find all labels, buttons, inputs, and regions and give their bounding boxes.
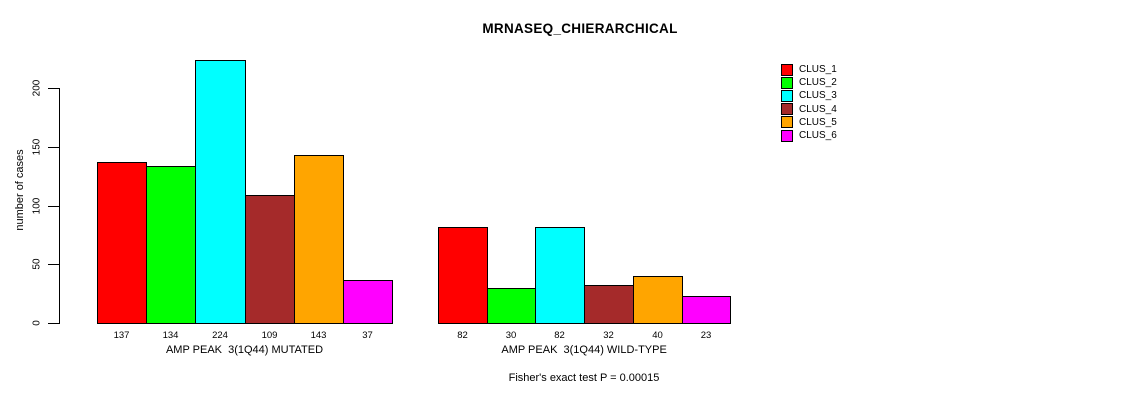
bar-value-label: 224	[212, 330, 228, 341]
bar-clus_5	[294, 155, 344, 324]
bar-clus_2	[487, 288, 536, 324]
bar-value-label: 82	[457, 330, 468, 341]
legend-item-label: CLUS_5	[799, 116, 837, 128]
bar-clus_2	[146, 166, 196, 324]
legend-item-label: CLUS_6	[799, 130, 837, 142]
bar-value-label: 143	[310, 330, 327, 341]
bar-value-label: 40	[652, 330, 663, 341]
y-axis-tick	[48, 323, 60, 324]
y-axis-tick	[48, 88, 60, 89]
bar-value-label: 134	[162, 330, 179, 341]
bar-value-label: 82	[554, 330, 565, 341]
y-axis-tick-label: 200	[31, 79, 43, 97]
bar-value-label: 109	[261, 330, 278, 341]
bar-value-label: 30	[505, 330, 517, 341]
legend-item-label: CLUS_2	[799, 77, 837, 89]
x-axis-group-label: AMP PEAK 3(1Q44) MUTATED	[165, 344, 324, 356]
y-axis-label: number of cases	[14, 149, 26, 231]
bar-clus_6	[343, 280, 393, 324]
legend-swatch	[781, 116, 793, 129]
legend-item: CLUS_5	[781, 116, 837, 129]
y-axis-tick-label: 100	[31, 197, 43, 215]
bar-clus_6	[682, 296, 731, 324]
y-axis-tick	[48, 264, 60, 265]
bar-value-label: 37	[362, 330, 373, 341]
bar-clus_1	[97, 162, 147, 324]
bar-clus_3	[195, 60, 246, 324]
legend-swatch	[781, 63, 793, 76]
legend-item-label: CLUS_4	[799, 103, 837, 115]
bar-clus_4	[245, 195, 295, 324]
legend-swatch	[781, 89, 793, 102]
bar-clus_5	[633, 276, 683, 324]
x-axis-group-label: AMP PEAK 3(1Q44) WILD-TYPE	[501, 344, 667, 356]
y-axis-tick-label: 150	[31, 138, 43, 156]
legend-item: CLUS_6	[781, 129, 837, 142]
y-axis-tick	[48, 206, 60, 207]
bar-value-label: 137	[113, 330, 130, 341]
y-axis-tick-label: 0	[31, 320, 43, 326]
y-axis-tick-label: 50	[31, 258, 43, 270]
legend-item: CLUS_3	[781, 89, 837, 102]
y-axis-tick	[48, 147, 60, 148]
bar-clus_4	[584, 285, 634, 324]
legend: CLUS_1 CLUS_2 CLUS_3 CLUS_4 CLUS_5 CLUS_6	[781, 63, 837, 142]
legend-swatch	[781, 103, 793, 116]
bar-value-label: 23	[700, 330, 712, 341]
legend-swatch	[781, 76, 793, 89]
bar-clus_3	[535, 227, 585, 324]
legend-item-label: CLUS_1	[799, 64, 837, 76]
bar-clus_1	[438, 227, 488, 324]
legend-swatch	[781, 129, 793, 142]
legend-item: CLUS_4	[781, 103, 837, 116]
annotation-text: Fisher's exact test P = 0.00015	[508, 372, 660, 384]
legend-item: CLUS_2	[781, 76, 837, 89]
legend-item: CLUS_1	[781, 63, 837, 76]
legend-item-label: CLUS_3	[799, 90, 837, 102]
chart-title: MRNASEQ_CHIERARCHICAL	[482, 21, 678, 36]
bar-value-label: 32	[603, 330, 614, 341]
